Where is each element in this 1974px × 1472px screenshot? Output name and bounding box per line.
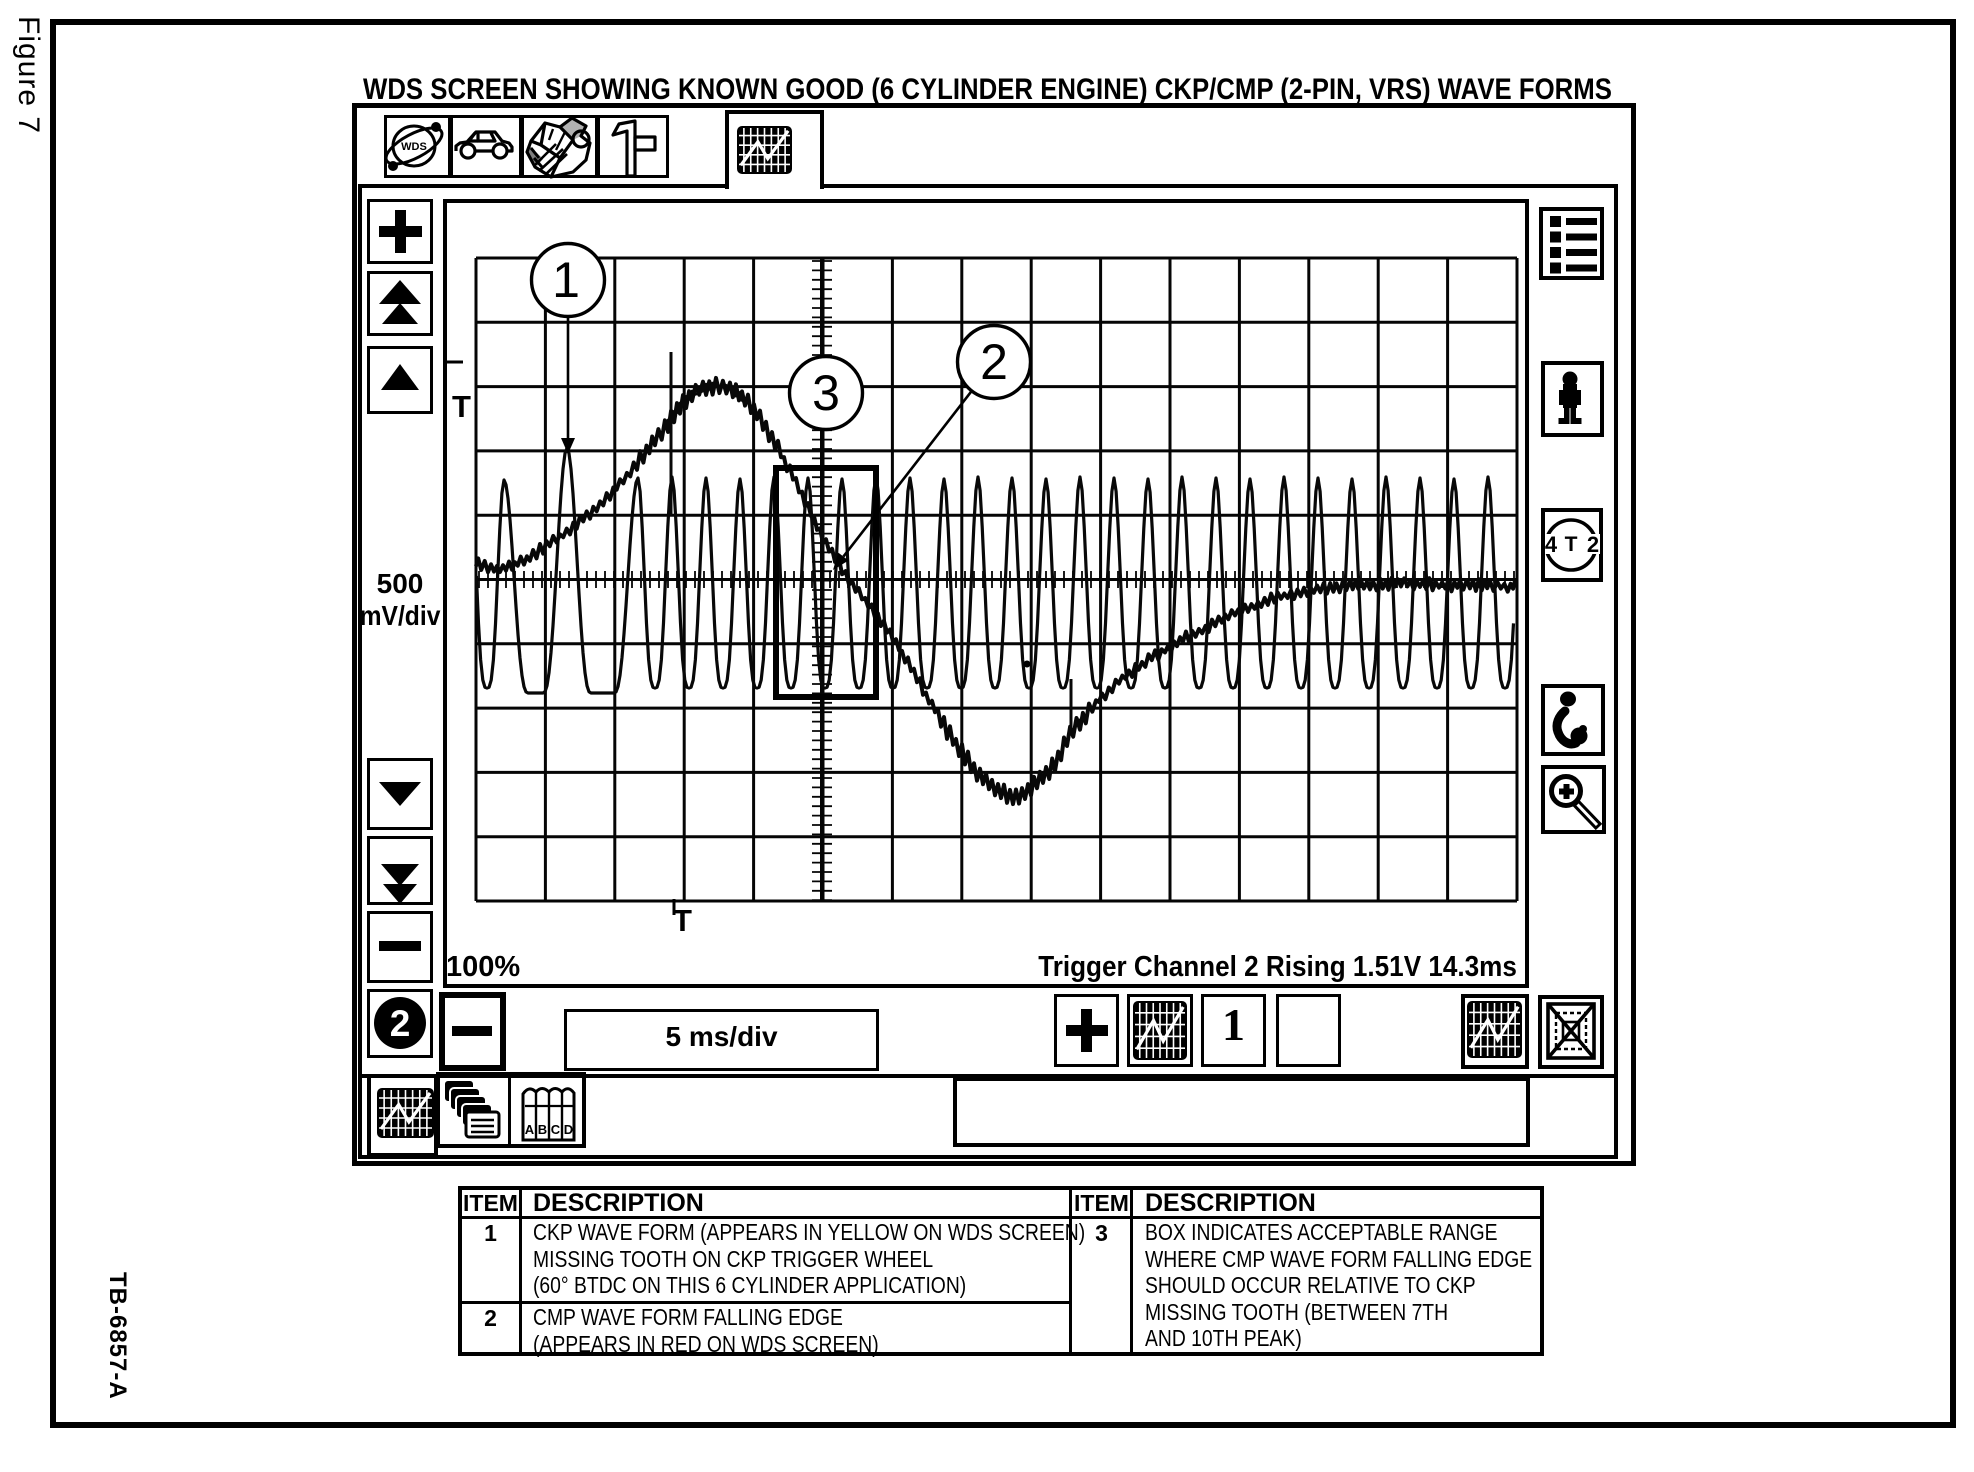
svg-text:B: B (538, 1122, 547, 1137)
svg-text:T: T (673, 903, 692, 938)
svg-text:A: A (525, 1122, 535, 1137)
svg-text:2: 2 (1587, 532, 1599, 557)
svg-text:WDS: WDS (401, 141, 427, 153)
svg-text:2: 2 (980, 334, 1008, 390)
svg-text:1: 1 (552, 252, 580, 308)
svg-text:T: T (1565, 533, 1578, 556)
svg-text:4: 4 (1545, 532, 1558, 557)
svg-text:D: D (564, 1122, 573, 1137)
svg-text:C: C (551, 1122, 561, 1137)
svg-text:2: 2 (390, 1003, 411, 1044)
svg-text:T: T (452, 389, 471, 424)
svg-text:3: 3 (812, 365, 840, 421)
